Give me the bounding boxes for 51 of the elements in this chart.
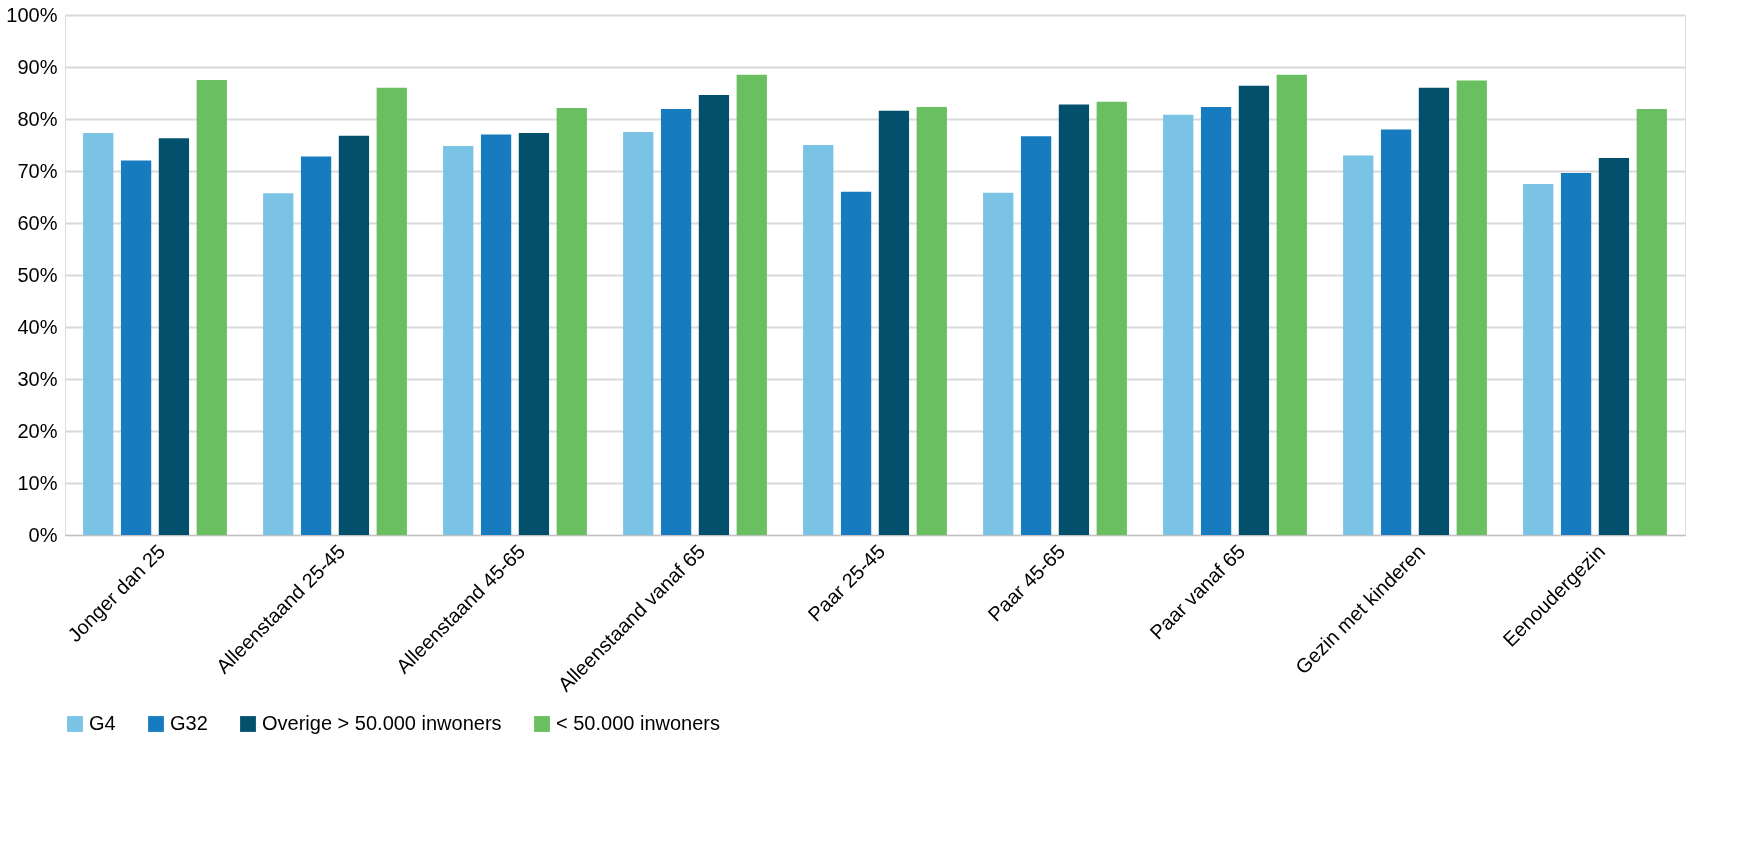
bar (263, 193, 294, 535)
bar (660, 109, 692, 535)
y-tick-label: 80% (17, 107, 58, 130)
y-tick-label: 90% (17, 55, 58, 78)
bar (1380, 129, 1412, 535)
bar (1200, 107, 1232, 535)
y-tick-label: 60% (17, 211, 58, 234)
bar (443, 146, 474, 535)
bar (83, 133, 114, 535)
bar (518, 133, 550, 535)
bar (1058, 104, 1090, 535)
bar (120, 160, 152, 535)
y-tick-label: 100% (6, 3, 58, 26)
bar (480, 134, 512, 535)
y-tick-label: 10% (17, 471, 58, 494)
bar (1636, 109, 1667, 535)
bar (338, 135, 370, 535)
bar (196, 80, 227, 535)
bar (1560, 173, 1592, 535)
bar (1096, 101, 1127, 535)
y-tick-label: 40% (17, 315, 58, 338)
bar (158, 138, 190, 535)
legend-label: G32 (170, 712, 208, 734)
bar (1598, 158, 1630, 535)
y-tick-label: 70% (17, 159, 58, 182)
y-tick-label: 30% (17, 367, 58, 390)
bar (556, 108, 587, 535)
bar (376, 87, 407, 535)
y-tick-label: 20% (17, 419, 58, 442)
bar (983, 192, 1014, 535)
legend-label: Overige > 50.000 inwoners (262, 712, 502, 734)
bar (840, 191, 872, 535)
bar (1020, 136, 1052, 535)
bar (1163, 114, 1194, 535)
bar (736, 74, 767, 535)
y-tick-label: 50% (17, 263, 58, 286)
bar (803, 145, 834, 535)
bar (300, 156, 332, 535)
bar (623, 132, 654, 535)
bar (1276, 74, 1307, 535)
bar (916, 107, 947, 535)
bar (1343, 155, 1374, 535)
bar (1238, 85, 1270, 535)
legend-label: < 50.000 inwoners (556, 712, 721, 734)
legend-label: G4 (89, 712, 116, 734)
bar (1523, 184, 1554, 535)
bar (1456, 80, 1487, 535)
bar (698, 95, 730, 535)
bar (878, 110, 910, 535)
bar (1418, 87, 1450, 535)
y-tick-label: 0% (28, 523, 58, 546)
